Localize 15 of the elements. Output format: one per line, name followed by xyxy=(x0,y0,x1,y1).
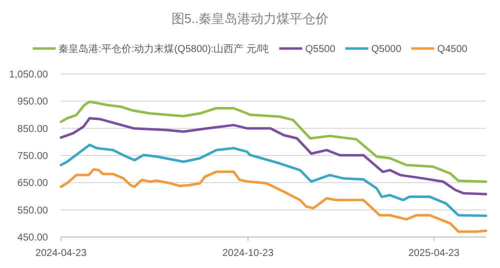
legend-label: 秦皇岛港:平仓价:动力末煤(Q5800):山西产 元/吨 xyxy=(58,43,270,55)
ytick: 450.00 xyxy=(17,232,48,244)
ytick: 1,050.00 xyxy=(9,70,48,80)
ytick: 950.00 xyxy=(17,96,48,108)
legend-label: Q5500 xyxy=(305,44,336,55)
ytick: 550.00 xyxy=(17,205,48,216)
legend-label: Q5000 xyxy=(371,44,402,55)
legend-label: Q4500 xyxy=(437,44,468,55)
ytick: 750.00 xyxy=(17,151,48,162)
title: 图5..秦皇岛港动力煤平仓价 xyxy=(171,11,329,26)
xtick: 2024-04-23 xyxy=(35,248,87,259)
xtick: 2024-10-23 xyxy=(222,248,274,259)
ytick: 850.00 xyxy=(17,124,48,135)
xtick: 2025-04-23 xyxy=(408,248,460,259)
ytick: 650.00 xyxy=(17,178,48,190)
